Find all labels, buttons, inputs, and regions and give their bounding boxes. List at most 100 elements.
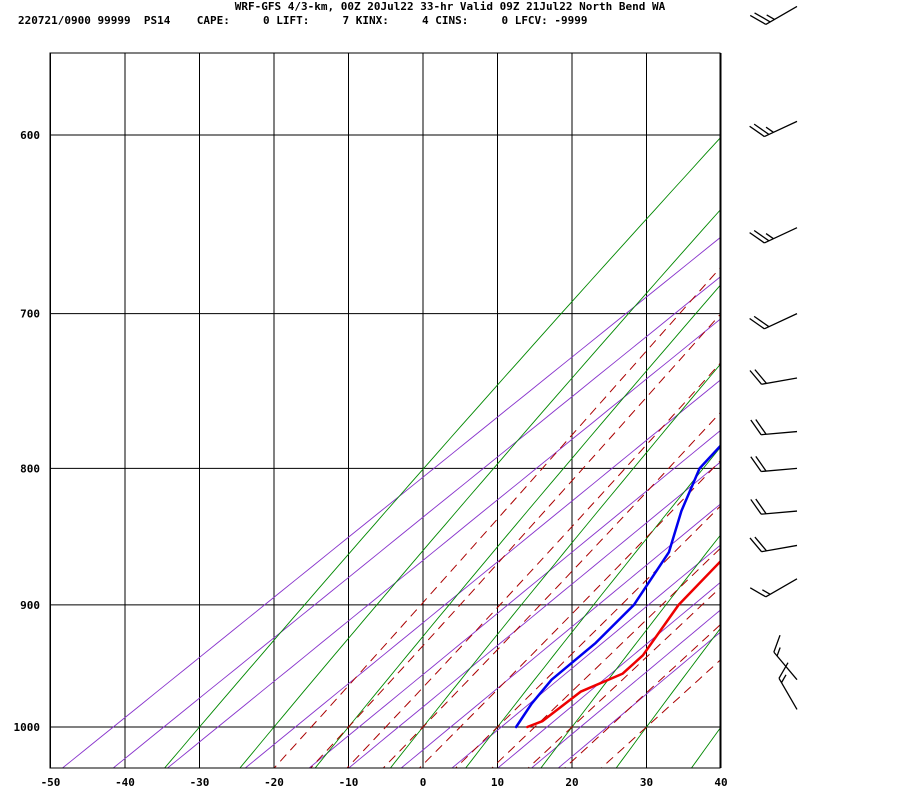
wind-barb-staff <box>765 578 798 598</box>
wind-barb-feather <box>749 370 763 385</box>
wind-barb-staff <box>778 677 798 710</box>
wind-barb-feather <box>749 14 767 25</box>
wind-barb-staff <box>761 377 798 385</box>
wind-barb-staff <box>765 5 798 25</box>
wind-barb-feather <box>778 662 789 679</box>
wind-barb <box>749 120 798 138</box>
wind-barb-feather <box>753 229 770 242</box>
wind-barb-feather <box>749 317 765 330</box>
x-tick-label: -30 <box>190 776 210 789</box>
x-tick-label: -20 <box>264 776 284 789</box>
wind-barb-feather <box>773 634 781 653</box>
wind-barb-staff <box>764 313 798 330</box>
mixing-ratio-line <box>530 609 720 768</box>
x-tick-label: 30 <box>640 776 653 789</box>
wind-barb-staff <box>764 227 798 244</box>
moist-adiabat <box>418 460 720 768</box>
wind-barb-feather <box>755 455 767 472</box>
mixing-ratio-line <box>112 276 720 768</box>
wind-barb-feather <box>762 589 771 595</box>
moist-adiabat <box>491 547 720 768</box>
wind-barb-feather <box>754 12 771 23</box>
dry-adiabat <box>465 447 720 768</box>
plot-frame <box>49 52 721 769</box>
wind-barb-feather <box>753 123 770 135</box>
x-tick-label: -10 <box>339 776 359 789</box>
wind-barb-feather <box>754 369 767 384</box>
wind-barb-staff <box>761 510 798 515</box>
dry-adiabat <box>831 0 900 784</box>
wind-barb-staff <box>761 544 798 553</box>
y-tick-label: 800 <box>20 462 40 475</box>
temperature-trace <box>526 560 720 729</box>
wind-barb <box>773 634 798 681</box>
mixing-ratio-lines <box>61 237 720 768</box>
wind-barb-feather <box>765 233 774 240</box>
wind-barb-feather <box>754 536 767 552</box>
wind-barbs <box>749 5 798 710</box>
mixing-ratio-line <box>308 430 720 768</box>
isotherm-grid <box>50 53 722 768</box>
wind-barb-feather <box>755 419 767 435</box>
wind-barb-feather <box>749 587 767 598</box>
dry-adiabat <box>756 0 900 784</box>
wind-barb-feather <box>776 647 781 657</box>
moist-adiabat <box>273 267 720 768</box>
wind-barb <box>750 419 798 436</box>
x-tick-label: 10 <box>491 776 504 789</box>
dry-adiabat <box>690 727 720 768</box>
wind-barb-feather <box>753 315 770 328</box>
wind-barb-feather <box>755 498 767 515</box>
wind-barb-staff <box>761 430 798 436</box>
x-tick-label: 20 <box>565 776 578 789</box>
mixing-ratio-line <box>400 503 720 768</box>
wind-barb-feather <box>749 537 763 553</box>
dry-adiabat <box>164 137 720 768</box>
moist-adiabat <box>346 362 720 768</box>
dry-adiabat <box>239 209 720 768</box>
wind-barb <box>749 5 798 25</box>
y-tick-label: 900 <box>20 599 40 612</box>
y-tick-label: 600 <box>20 129 40 142</box>
wind-barb-feather <box>765 126 774 133</box>
chart-title: WRF-GFS 4/3-km, 00Z 20Jul22 33-hr Valid … <box>234 0 666 13</box>
axis-ticks: -50-40-30-20-100102030404005006007008009… <box>14 129 728 789</box>
y-tick-label: 700 <box>20 308 40 321</box>
wind-barb-staff <box>764 120 798 138</box>
wind-barb <box>749 313 798 330</box>
dry-adiabat <box>314 284 720 768</box>
wind-barb-staff <box>761 467 798 473</box>
mixing-ratio-line <box>348 461 720 768</box>
mixing-ratio-line <box>557 631 720 768</box>
moist-adiabats <box>273 267 720 768</box>
profile-series <box>514 444 720 729</box>
moist-adiabat <box>563 624 720 768</box>
wind-barb-feather <box>766 14 775 20</box>
chart-subtitle: 220721/0900 99999 PS14 CAPE: 0 LIFT: 7 K… <box>18 14 588 27</box>
wind-barb <box>749 227 798 244</box>
wind-barb-feather <box>750 499 762 515</box>
mixing-ratio-line <box>497 582 720 768</box>
moist-adiabat <box>454 505 720 768</box>
dry-adiabat <box>389 363 720 768</box>
wind-barb-feather <box>749 232 765 244</box>
mixing-ratio-line <box>451 544 720 768</box>
mixing-ratio-line <box>61 237 720 768</box>
x-tick-label: -40 <box>115 776 135 789</box>
wind-barb <box>750 455 798 473</box>
dry-adiabat <box>615 628 720 768</box>
wind-barb <box>749 578 798 598</box>
mixing-ratio-line <box>166 318 720 768</box>
wind-barb-feather <box>750 419 762 436</box>
wind-barb <box>749 369 798 385</box>
wind-barb-feather <box>749 125 765 138</box>
dry-adiabat <box>540 534 720 768</box>
wind-barb-feather <box>780 674 787 683</box>
x-tick-label: 0 <box>420 776 427 789</box>
wind-barb-feather <box>750 456 762 472</box>
moist-adiabat <box>382 412 720 768</box>
x-tick-label: 40 <box>714 776 727 789</box>
wind-barb <box>749 536 798 553</box>
wind-barb <box>778 662 798 710</box>
